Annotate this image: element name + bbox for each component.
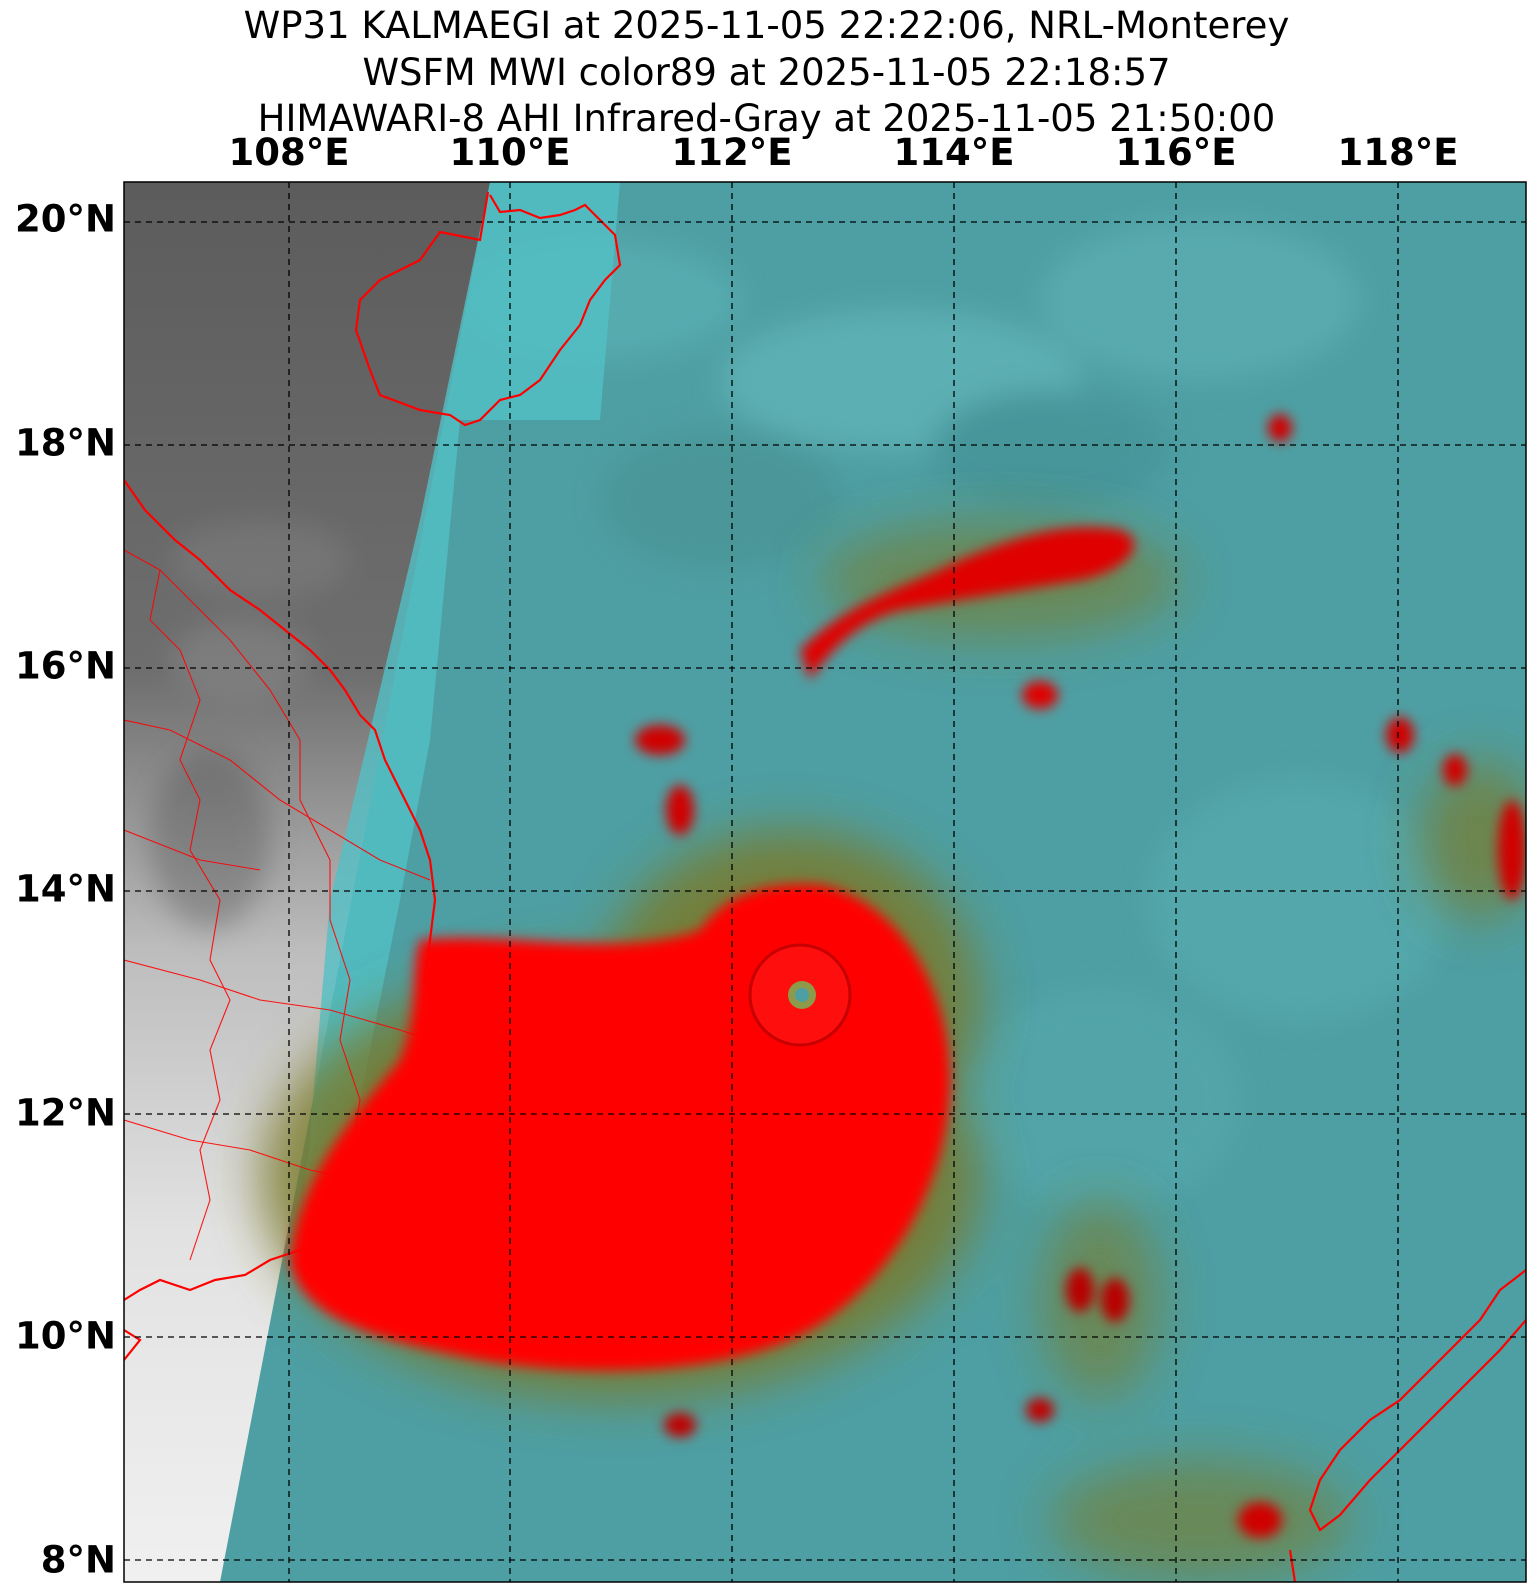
- lat-label-10: 10°N: [15, 1314, 116, 1358]
- lon-label-118: 118°E: [1337, 131, 1459, 174]
- texture-patches: [460, 220, 1450, 1210]
- title-line-1: WP31 KALMAEGI at 2025-11-05 22:22:06, NR…: [243, 4, 1290, 47]
- title-line-3: HIMAWARI-8 AHI Infrared-Gray at 2025-11-…: [257, 97, 1276, 140]
- lat-label-14: 14°N: [15, 867, 116, 911]
- lat-label-8: 8°N: [40, 1538, 116, 1582]
- lon-label-114: 114°E: [893, 131, 1015, 174]
- lat-label-20: 20°N: [15, 197, 116, 241]
- storm-eye: [748, 943, 852, 1047]
- gridlines: [124, 182, 1526, 1582]
- lat-label-18: 18°N: [15, 421, 116, 465]
- ir-swath-texture: [150, 520, 350, 930]
- map-frame: [123, 181, 1527, 1583]
- lon-label-112: 112°E: [671, 131, 793, 174]
- coastlines: [124, 191, 1526, 1582]
- lon-label-110: 110°E: [449, 131, 571, 174]
- coastal-cyan: [300, 182, 620, 1250]
- lon-label-116: 116°E: [1115, 131, 1237, 174]
- title-line-2: WSFM MWI color89 at 2025-11-05 22:18:57: [362, 51, 1171, 94]
- lat-label-12: 12°N: [15, 1091, 116, 1135]
- admin-borders: [124, 549, 431, 1261]
- lat-label-16: 16°N: [15, 644, 116, 688]
- lon-label-108: 108°E: [228, 131, 350, 174]
